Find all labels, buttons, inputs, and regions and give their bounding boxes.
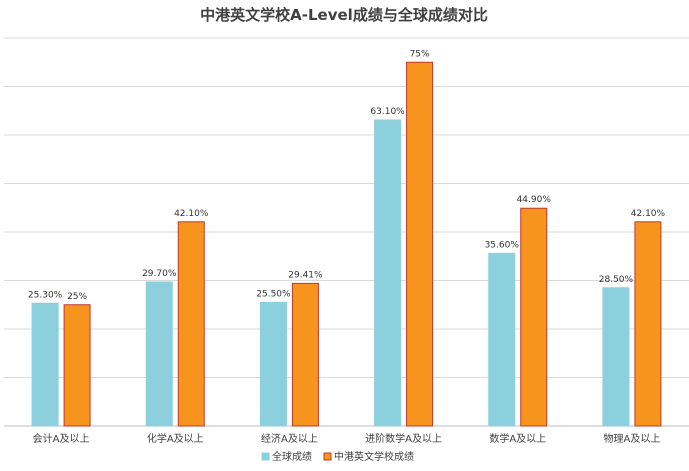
x-tick-label: 物理A及以上: [603, 432, 660, 445]
legend-swatch: [323, 452, 332, 461]
data-labels: 25.30% 25% 29.70% 42.10% 25.50% 29.41% 63.10% 7…: [28, 49, 666, 302]
bar-school-3: [406, 61, 434, 427]
legend: 全球成绩 中港英文学校成绩: [261, 450, 414, 463]
bar-global-2: [259, 301, 287, 427]
x-tick-label: 数学A及以上: [489, 432, 546, 445]
chart-title: 中港英文学校A-Level成绩与全球成绩对比: [200, 6, 488, 24]
legend-label: 全球成绩: [272, 450, 312, 463]
gridlines: [4, 37, 689, 427]
bar-global-1: [145, 281, 173, 427]
data-label: 75%: [410, 49, 430, 59]
bar-school-2: [291, 282, 319, 427]
x-axis: 会计A及以上 化学A及以上 经济A及以上 进阶数学A及以上 数学A及以上 物理A及以上: [33, 432, 661, 445]
bar-school-0: [63, 304, 91, 427]
data-label: 29.41%: [288, 270, 323, 280]
x-tick-label: 经济A及以上: [261, 432, 318, 445]
bar-school-4: [520, 207, 548, 427]
data-label: 35.60%: [485, 240, 520, 250]
data-label: 42.10%: [174, 209, 209, 219]
bar-global-3: [374, 119, 402, 427]
data-label: 28.50%: [599, 275, 634, 285]
data-label: 44.90%: [517, 195, 552, 205]
data-label: 25.30%: [28, 290, 63, 300]
data-label: 63.10%: [370, 107, 405, 117]
x-tick-label: 化学A及以上: [147, 432, 204, 445]
data-label: 25%: [67, 292, 87, 302]
legend-swatch: [261, 452, 270, 461]
x-tick-label: 会计A及以上: [33, 432, 90, 445]
data-label: 42.10%: [631, 209, 666, 219]
bar-school-1: [177, 221, 205, 427]
legend-label: 中港英文学校成绩: [334, 450, 414, 463]
bars: [31, 61, 662, 427]
x-tick-label: 进阶数学A及以上: [365, 432, 442, 445]
bar-global-4: [488, 252, 516, 427]
data-label: 29.70%: [142, 269, 177, 279]
data-label: 25.50%: [256, 289, 291, 299]
bar-global-0: [31, 302, 59, 427]
bar-global-5: [602, 287, 630, 427]
bar-school-5: [634, 221, 662, 427]
